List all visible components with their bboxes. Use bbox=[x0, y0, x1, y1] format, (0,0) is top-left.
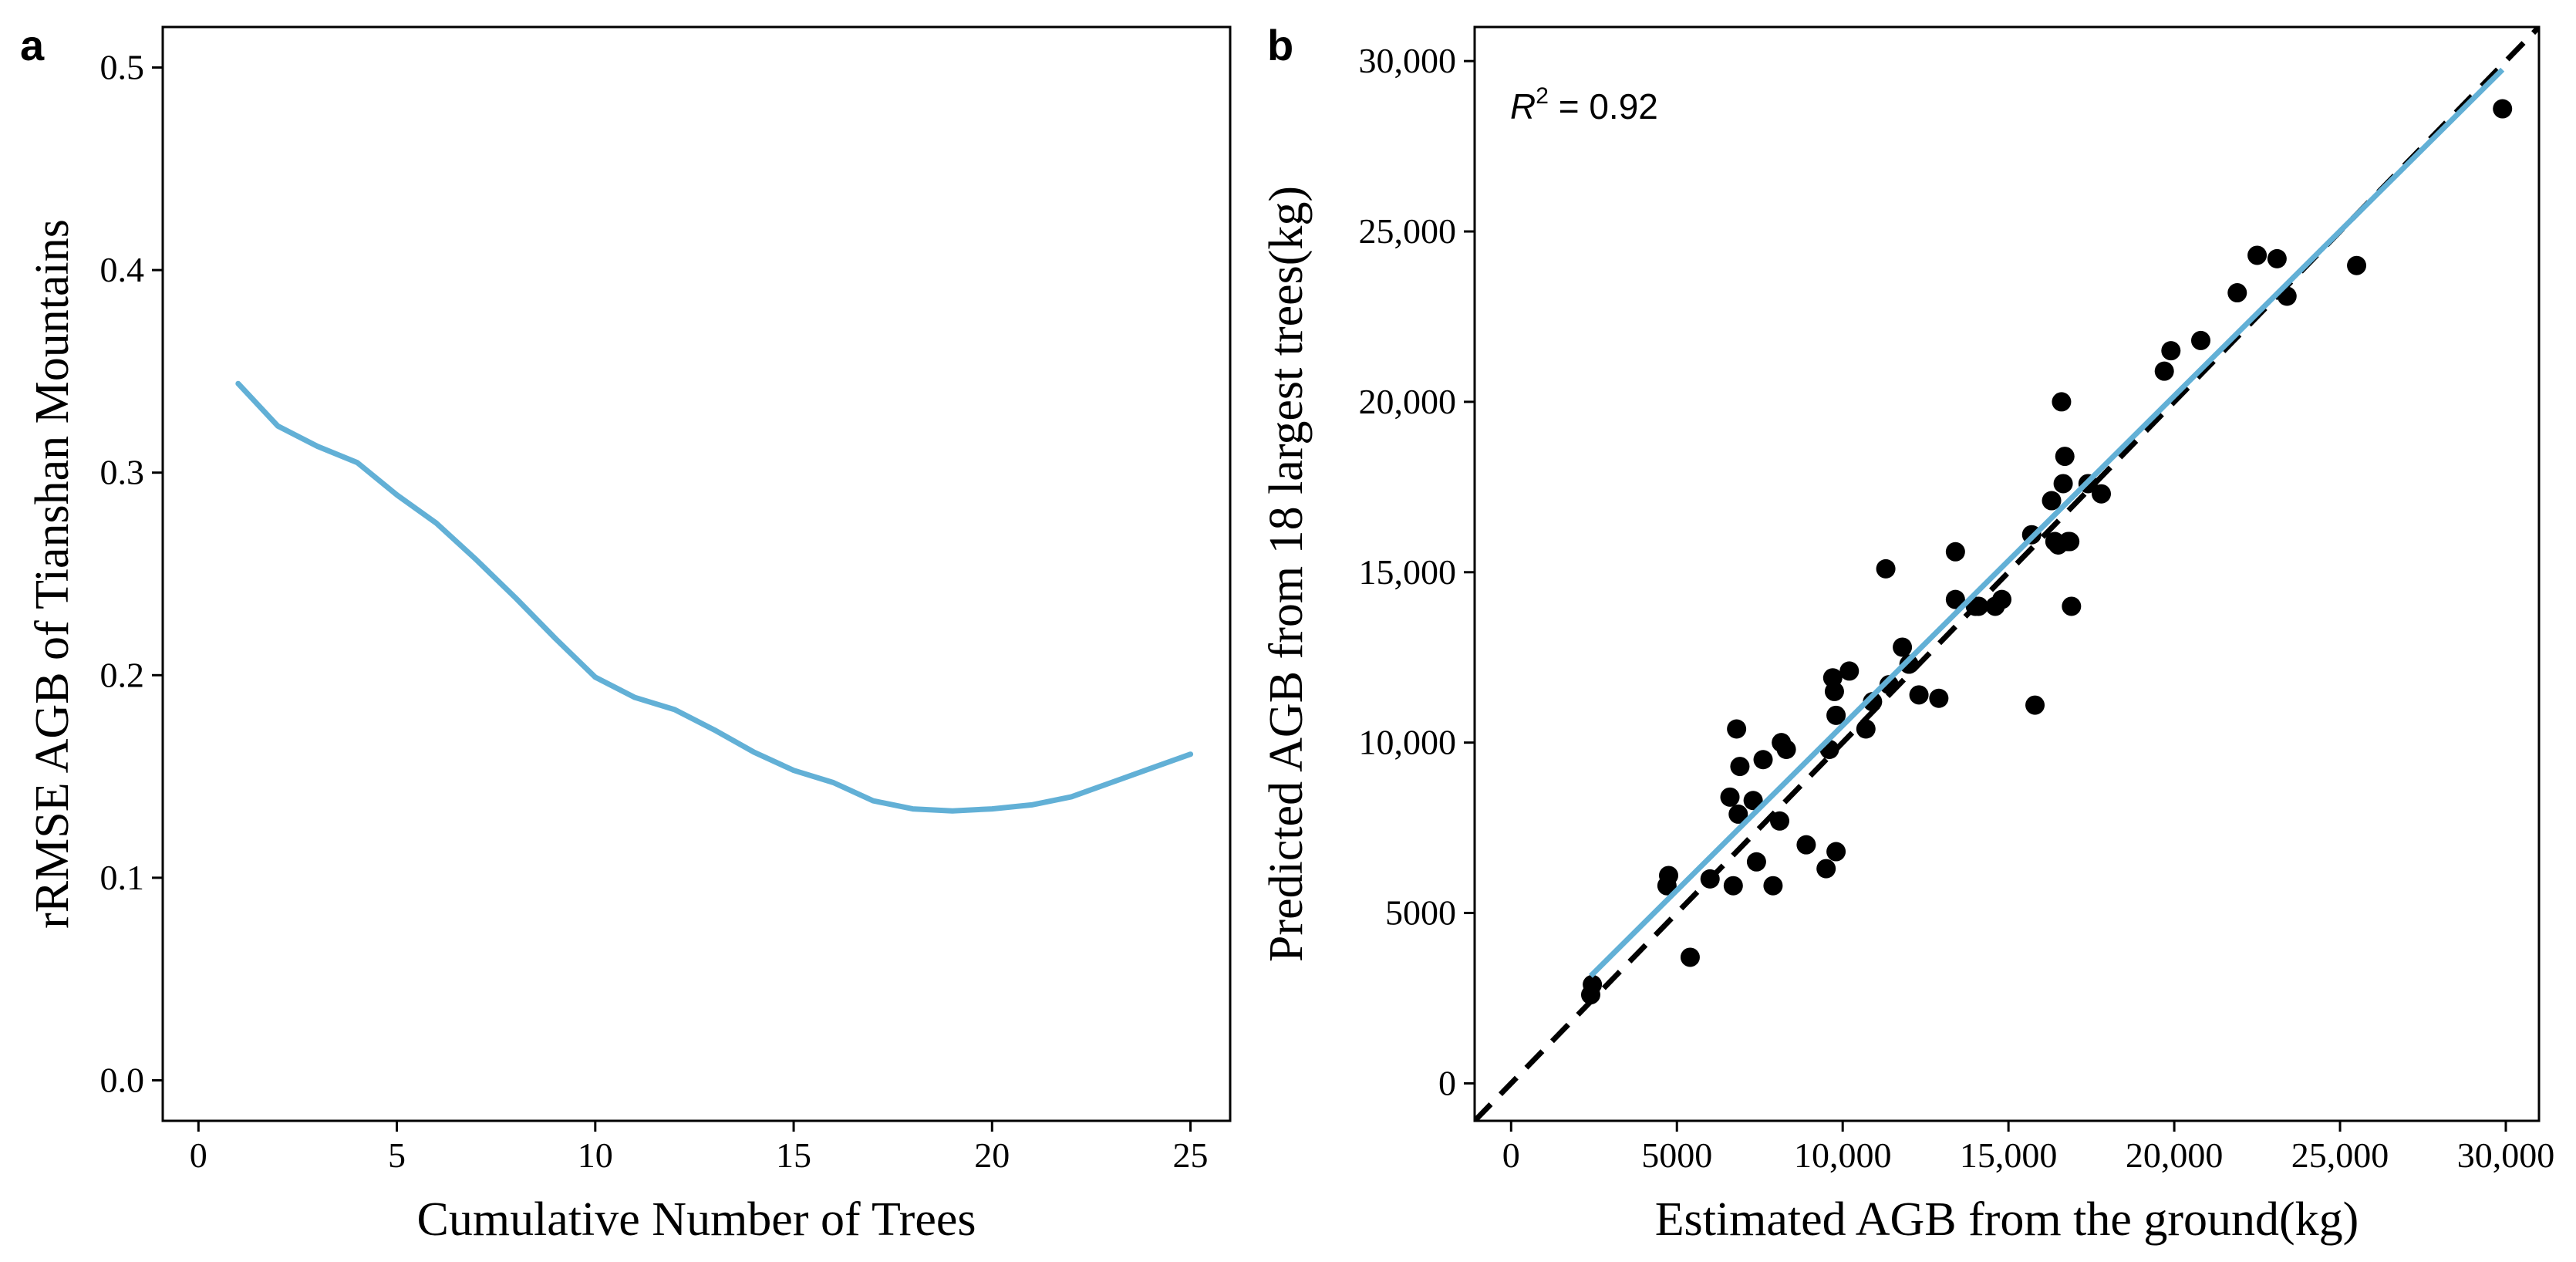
data-point bbox=[2042, 491, 2062, 511]
data-point bbox=[1893, 637, 1913, 657]
x-tick-label: 20 bbox=[974, 1135, 1010, 1175]
data-point bbox=[1826, 705, 1846, 725]
x-tick-label: 15,000 bbox=[1960, 1135, 2058, 1175]
y-tick-label: 0.1 bbox=[100, 858, 145, 897]
y-tick-label: 0.3 bbox=[100, 453, 145, 492]
x-tick-label: 25 bbox=[1173, 1135, 1209, 1175]
y-tick-label: 25,000 bbox=[1359, 211, 1457, 251]
r-squared-symbol: R bbox=[1510, 86, 1536, 127]
x-tick-label: 0 bbox=[190, 1135, 207, 1175]
data-point bbox=[1796, 835, 1816, 855]
data-point bbox=[2227, 283, 2247, 303]
data-point bbox=[1816, 859, 1836, 879]
r-squared-value: = 0.92 bbox=[1549, 86, 1658, 127]
data-point bbox=[1909, 685, 1929, 705]
y-tick-label: 20,000 bbox=[1359, 382, 1457, 421]
data-point bbox=[1723, 876, 1743, 896]
data-point bbox=[2053, 474, 2073, 494]
data-point bbox=[1839, 661, 1860, 681]
panel-b-x-axis-title: Estimated AGB from the ground(kg) bbox=[1655, 1193, 2359, 1246]
panel-a: a 0.0 0.1 0.2 0.3 0.4 0.5 0 5 10 15 20 25 Cumulati… bbox=[20, 21, 1232, 1246]
data-point bbox=[2154, 361, 2174, 381]
data-point bbox=[1945, 542, 1965, 562]
data-point bbox=[1746, 852, 1766, 872]
panel-a-series bbox=[235, 380, 1194, 814]
panel-b-plot-border bbox=[1473, 25, 2541, 1122]
data-point bbox=[1968, 596, 1988, 616]
data-point bbox=[1680, 947, 1700, 967]
data-point bbox=[2060, 531, 2080, 552]
panel-a-y-axis: 0.0 0.1 0.2 0.3 0.4 0.5 bbox=[100, 48, 163, 1099]
series-line bbox=[235, 380, 1194, 814]
data-point bbox=[1720, 787, 1740, 807]
x-tick-label: 10 bbox=[578, 1135, 613, 1175]
panel-b-y-axis: 0 5000 10,000 15,000 20,000 25,000 30,000 bbox=[1359, 41, 1475, 1102]
panel-a-label: a bbox=[20, 21, 45, 69]
data-point bbox=[1856, 719, 1876, 739]
data-point bbox=[2052, 392, 2072, 412]
data-point bbox=[1945, 589, 1965, 609]
panel-b-plot-area bbox=[1475, 27, 2539, 1121]
data-point bbox=[2347, 255, 2367, 275]
data-point bbox=[1728, 804, 1748, 824]
y-tick-label: 0 bbox=[1438, 1063, 1456, 1102]
data-point bbox=[2092, 484, 2112, 504]
data-point bbox=[2062, 596, 2082, 616]
panel-b-x-axis: 0 5000 10,000 15,000 20,000 25,000 30,000 bbox=[1502, 1121, 2554, 1175]
x-tick-label: 0 bbox=[1502, 1135, 1520, 1175]
data-point bbox=[1899, 654, 1919, 674]
data-point bbox=[1700, 869, 1720, 889]
y-tick-label: 0.0 bbox=[100, 1060, 145, 1099]
panel-a-plot-border bbox=[161, 25, 1232, 1122]
data-point bbox=[2161, 341, 2181, 361]
panel-a-x-axis: 0 5 10 15 20 25 bbox=[190, 1121, 1209, 1175]
y-tick-label: 30,000 bbox=[1359, 41, 1457, 80]
y-tick-label: 5000 bbox=[1385, 893, 1456, 933]
data-point bbox=[1583, 974, 1603, 994]
data-point bbox=[2267, 248, 2287, 268]
panel-b-y-axis-title: Predicted AGB from 18 largest trees(kg) bbox=[1260, 186, 1313, 962]
r-squared-superscript: 2 bbox=[1536, 83, 1549, 109]
x-tick-label: 5000 bbox=[1641, 1135, 1712, 1175]
panel-b: b 0 5000 10,000 15,000 20,000 25,000 30,000 0 5… bbox=[1260, 21, 2554, 1246]
data-point bbox=[2190, 330, 2210, 350]
x-tick-label: 10,000 bbox=[1794, 1135, 1892, 1175]
y-tick-label: 0.4 bbox=[100, 250, 145, 289]
data-point bbox=[1753, 750, 1773, 770]
fit-line bbox=[1588, 67, 2505, 978]
data-point bbox=[1743, 791, 1763, 811]
panel-a-x-axis-title: Cumulative Number of Trees bbox=[417, 1193, 976, 1246]
panel-a-y-axis-title: rRMSE AGB of Tianshan Mountains bbox=[26, 219, 79, 929]
data-point bbox=[1776, 739, 1796, 759]
x-tick-label: 30,000 bbox=[2457, 1135, 2555, 1175]
data-point bbox=[1763, 876, 1783, 896]
panel-b-label: b bbox=[1267, 21, 1293, 69]
y-tick-label: 10,000 bbox=[1359, 723, 1457, 762]
data-point bbox=[1879, 675, 1899, 695]
data-point bbox=[1824, 681, 1844, 701]
data-point bbox=[1826, 842, 1846, 862]
x-tick-label: 15 bbox=[776, 1135, 811, 1175]
y-tick-label: 15,000 bbox=[1359, 552, 1457, 592]
data-point bbox=[2025, 695, 2045, 715]
data-point bbox=[1770, 811, 1790, 831]
data-point bbox=[2247, 245, 2267, 265]
y-tick-label: 0.2 bbox=[100, 655, 145, 694]
data-point bbox=[1876, 558, 1896, 579]
r-squared-annotation: R2 = 0.92 bbox=[1510, 83, 1658, 127]
data-point bbox=[1658, 866, 1678, 886]
data-point bbox=[1727, 719, 1747, 739]
data-point bbox=[2493, 99, 2513, 119]
data-point bbox=[1929, 688, 1949, 708]
x-tick-label: 20,000 bbox=[2126, 1135, 2224, 1175]
data-point bbox=[2055, 447, 2075, 467]
data-point bbox=[1992, 589, 2012, 609]
data-point bbox=[1730, 757, 1750, 777]
y-tick-label: 0.5 bbox=[100, 48, 145, 87]
x-tick-label: 5 bbox=[388, 1135, 406, 1175]
x-tick-label: 25,000 bbox=[2291, 1135, 2389, 1175]
